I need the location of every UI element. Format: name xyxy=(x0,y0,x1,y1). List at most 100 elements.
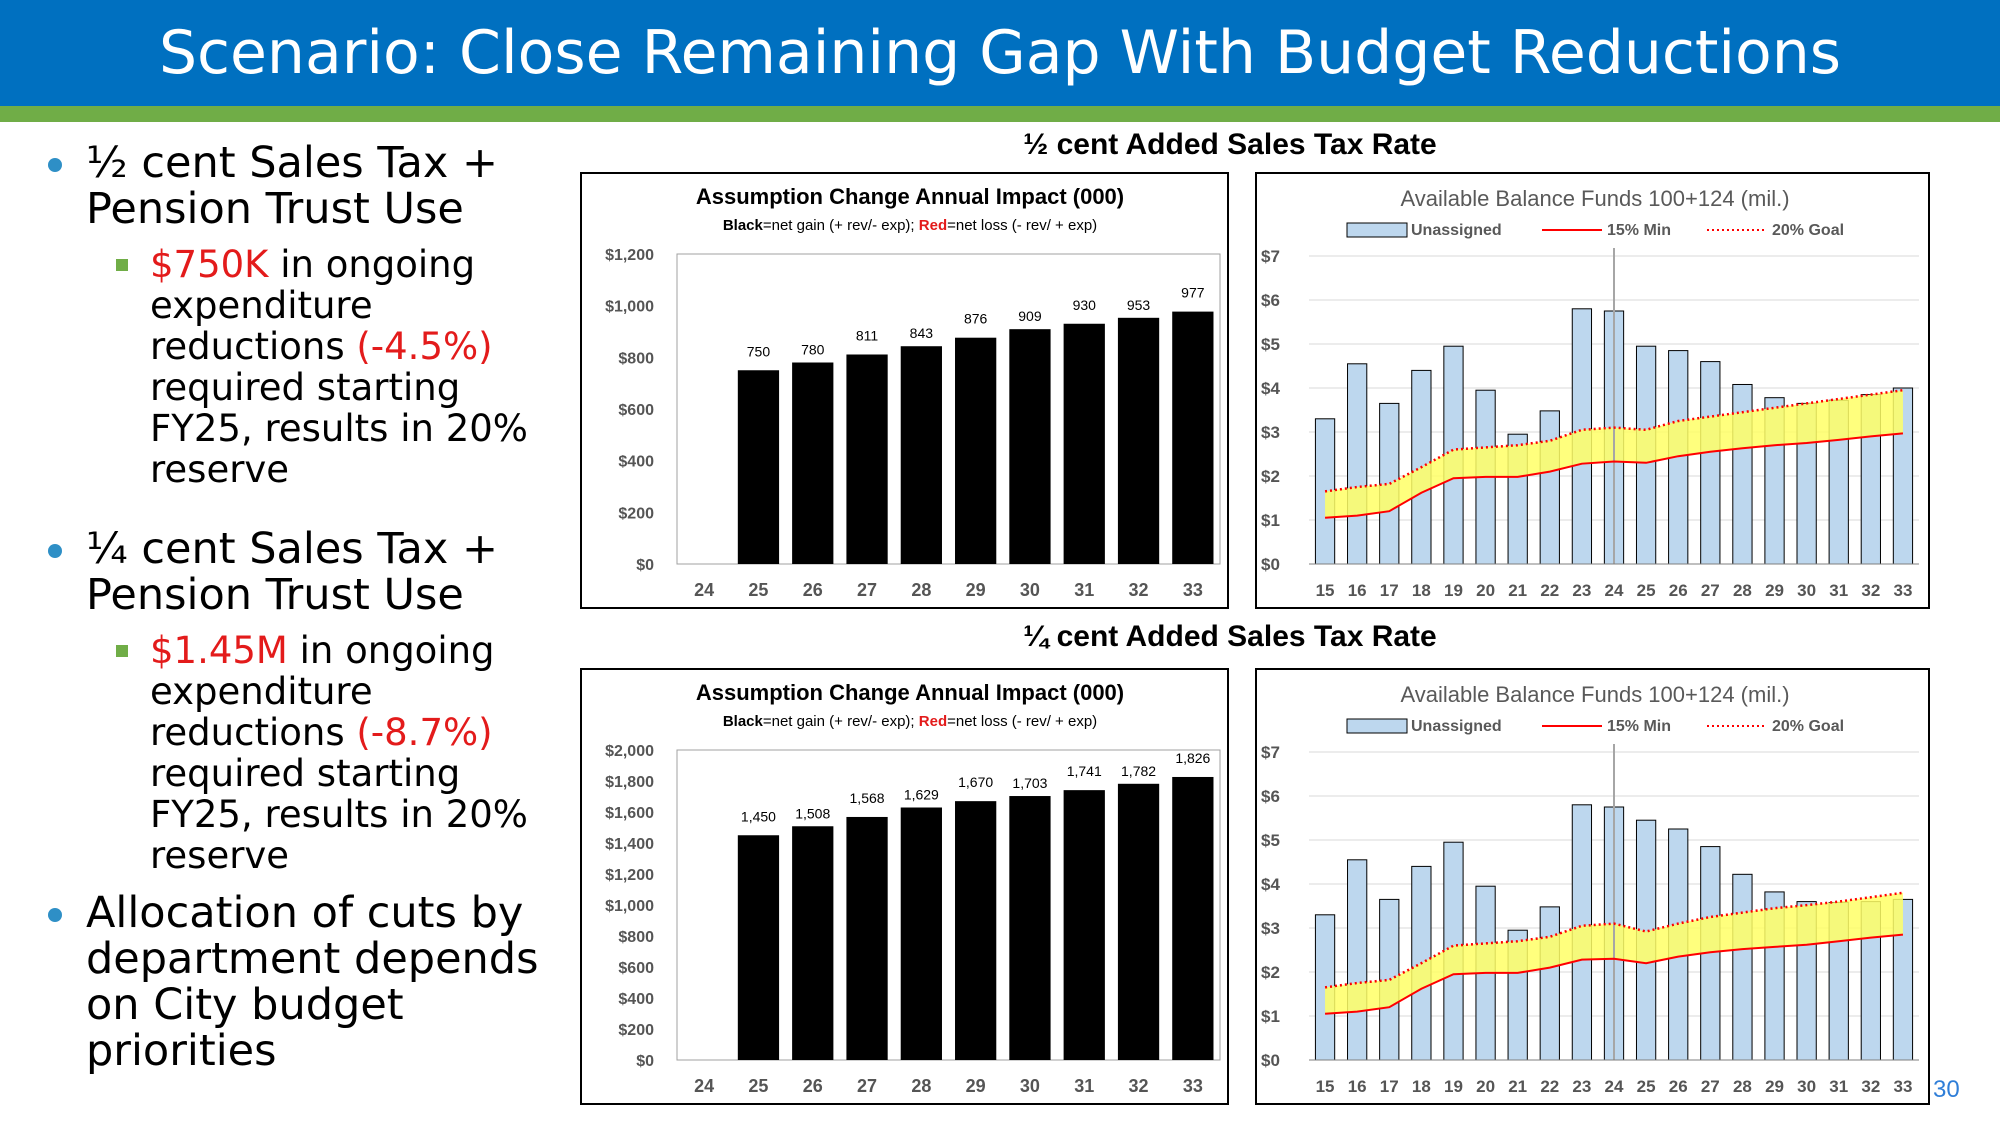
chart-subtitle: Black=net gain (+ rev/- exp); Red=net lo… xyxy=(723,217,1097,234)
subtitle-black-label: Black xyxy=(723,713,764,730)
bar xyxy=(955,801,997,1060)
x-tick-label: 28 xyxy=(911,1076,931,1096)
x-tick-label: 30 xyxy=(1797,581,1816,600)
x-tick-label: 29 xyxy=(966,580,986,600)
x-tick-label: 28 xyxy=(1733,581,1752,600)
y-tick-label: $1 xyxy=(1261,1007,1280,1026)
subtitle-red-text: =net loss (- rev/ + exp) xyxy=(947,217,1097,234)
y-tick-label: $6 xyxy=(1261,787,1280,806)
x-tick-label: 31 xyxy=(1829,581,1848,600)
x-tick-label: 20 xyxy=(1476,581,1495,600)
x-tick-label: 24 xyxy=(694,1076,714,1096)
balance-chart-svg: Available Balance Funds 100+124 (mil.) Un… xyxy=(1261,186,1919,600)
x-tick-label: 19 xyxy=(1444,581,1463,600)
x-tick-label: 26 xyxy=(803,1076,823,1096)
chart-title: Available Balance Funds 100+124 (mil.) xyxy=(1400,186,1789,211)
plot-frame xyxy=(676,253,1221,565)
bar xyxy=(1172,311,1214,564)
y-tick-label: $1,600 xyxy=(605,805,654,822)
bar xyxy=(1009,329,1051,564)
bar xyxy=(955,337,997,564)
data-label: 930 xyxy=(1073,297,1097,313)
balance-chart-half-cent: Available Balance Funds 100+124 (mil.) Un… xyxy=(1255,172,1930,609)
line-15-min xyxy=(1324,432,1904,519)
x-tick-label: 18 xyxy=(1412,581,1431,600)
sub-bullet-text: in ongoing expenditure reductions xyxy=(150,629,495,754)
line-15-min xyxy=(1324,933,1904,1015)
data-label: 1,782 xyxy=(1121,763,1156,779)
x-tick-label: 33 xyxy=(1893,581,1912,600)
data-label: 811 xyxy=(856,327,879,343)
y-tick-label: $0 xyxy=(1261,555,1280,574)
y-tick-label: $5 xyxy=(1261,335,1280,354)
sub-bullet-text-rest: required starting FY25, results in 20% r… xyxy=(150,366,528,491)
y-tick-label: $600 xyxy=(618,402,654,419)
page-number: 30 xyxy=(1933,1076,1960,1103)
impact-chart-half-cent: Assumption Change Annual Impact (000) Bla… xyxy=(580,172,1229,609)
title-accent-stripe xyxy=(0,106,2000,122)
bar xyxy=(792,362,834,564)
bar-unassigned xyxy=(1539,410,1560,565)
y-tick-label: $1,200 xyxy=(605,867,654,884)
y-tick-label: $3 xyxy=(1261,423,1280,442)
subtitle-black-text: =net gain (+ rev/- exp); xyxy=(763,217,919,234)
x-tick-label: 27 xyxy=(857,1076,877,1096)
x-tick-label: 32 xyxy=(1129,580,1149,600)
x-tick-label: 25 xyxy=(748,1076,768,1096)
y-tick-label: $4 xyxy=(1261,379,1280,398)
y-tick-label: $1,200 xyxy=(605,247,654,264)
y-tick-label: $5 xyxy=(1261,831,1280,850)
impact-chart-svg: Assumption Change Annual Impact (000) Bla… xyxy=(605,184,1221,600)
section-title-half-cent: ½ cent Added Sales Tax Rate xyxy=(1023,128,1437,161)
x-tick-label: 22 xyxy=(1540,581,1559,600)
data-label: 1,703 xyxy=(1012,775,1047,791)
x-tick-label: 29 xyxy=(966,1076,986,1096)
data-label: 780 xyxy=(801,342,825,358)
y-tick-label: $3 xyxy=(1261,919,1280,938)
y-tick-label: $200 xyxy=(618,1022,654,1039)
legend-label: 15% Min xyxy=(1607,718,1671,735)
y-tick-label: $2 xyxy=(1261,467,1280,486)
bar-unassigned xyxy=(1539,906,1560,1061)
balance-chart-svg: Available Balance Funds 100+124 (mil.) Un… xyxy=(1261,682,1919,1096)
x-tick-label: 31 xyxy=(1074,580,1094,600)
y-tick-label: $1,400 xyxy=(605,836,654,853)
bar xyxy=(846,816,888,1060)
x-tick-label: 18 xyxy=(1412,1077,1431,1096)
reduction-percent: (-8.7%) xyxy=(356,711,493,754)
y-tick-label: $1,000 xyxy=(605,898,654,915)
chart-title: Available Balance Funds 100+124 (mil.) xyxy=(1400,682,1789,707)
x-tick-label: 27 xyxy=(857,580,877,600)
x-tick-label: 17 xyxy=(1380,581,1399,600)
plot-frame xyxy=(676,749,1221,1061)
x-tick-label: 22 xyxy=(1540,1077,1559,1096)
bar xyxy=(737,835,780,1060)
x-tick-label: 33 xyxy=(1183,1076,1203,1096)
x-tick-label: 30 xyxy=(1020,1076,1040,1096)
x-tick-label: 25 xyxy=(1637,581,1656,600)
y-tick-label: $6 xyxy=(1261,291,1280,310)
sub-bullet-half-cent: $750K in ongoing expenditure reductions … xyxy=(40,244,540,490)
bar xyxy=(737,370,780,564)
chart-subtitle: Black=net gain (+ rev/- exp); Red=net lo… xyxy=(723,713,1097,730)
y-tick-label: $7 xyxy=(1261,247,1280,266)
x-tick-label: 25 xyxy=(1637,1077,1656,1096)
legend-label: 15% Min xyxy=(1607,222,1671,239)
data-label: 876 xyxy=(964,311,988,327)
x-tick-label: 20 xyxy=(1476,1077,1495,1096)
y-tick-label: $1,000 xyxy=(605,299,654,316)
square-bullet-icon xyxy=(116,259,128,271)
legend-label: 20% Goal xyxy=(1772,222,1844,239)
legend-swatch-unassigned xyxy=(1346,718,1408,734)
y-tick-label: $2 xyxy=(1261,963,1280,982)
x-tick-label: 29 xyxy=(1765,1077,1784,1096)
bullet-quarter-cent: ¼ cent Sales Tax + Pension Trust Use xyxy=(40,526,540,618)
subtitle-black-label: Black xyxy=(723,217,764,234)
bullet-dot-icon xyxy=(48,544,62,558)
reduction-amount: $1.45M xyxy=(150,629,288,672)
bar xyxy=(1117,317,1160,564)
x-tick-label: 23 xyxy=(1572,1077,1591,1096)
x-tick-label: 33 xyxy=(1893,1077,1912,1096)
x-tick-label: 23 xyxy=(1572,581,1591,600)
impact-chart-svg: Assumption Change Annual Impact (000) Bla… xyxy=(605,680,1221,1096)
